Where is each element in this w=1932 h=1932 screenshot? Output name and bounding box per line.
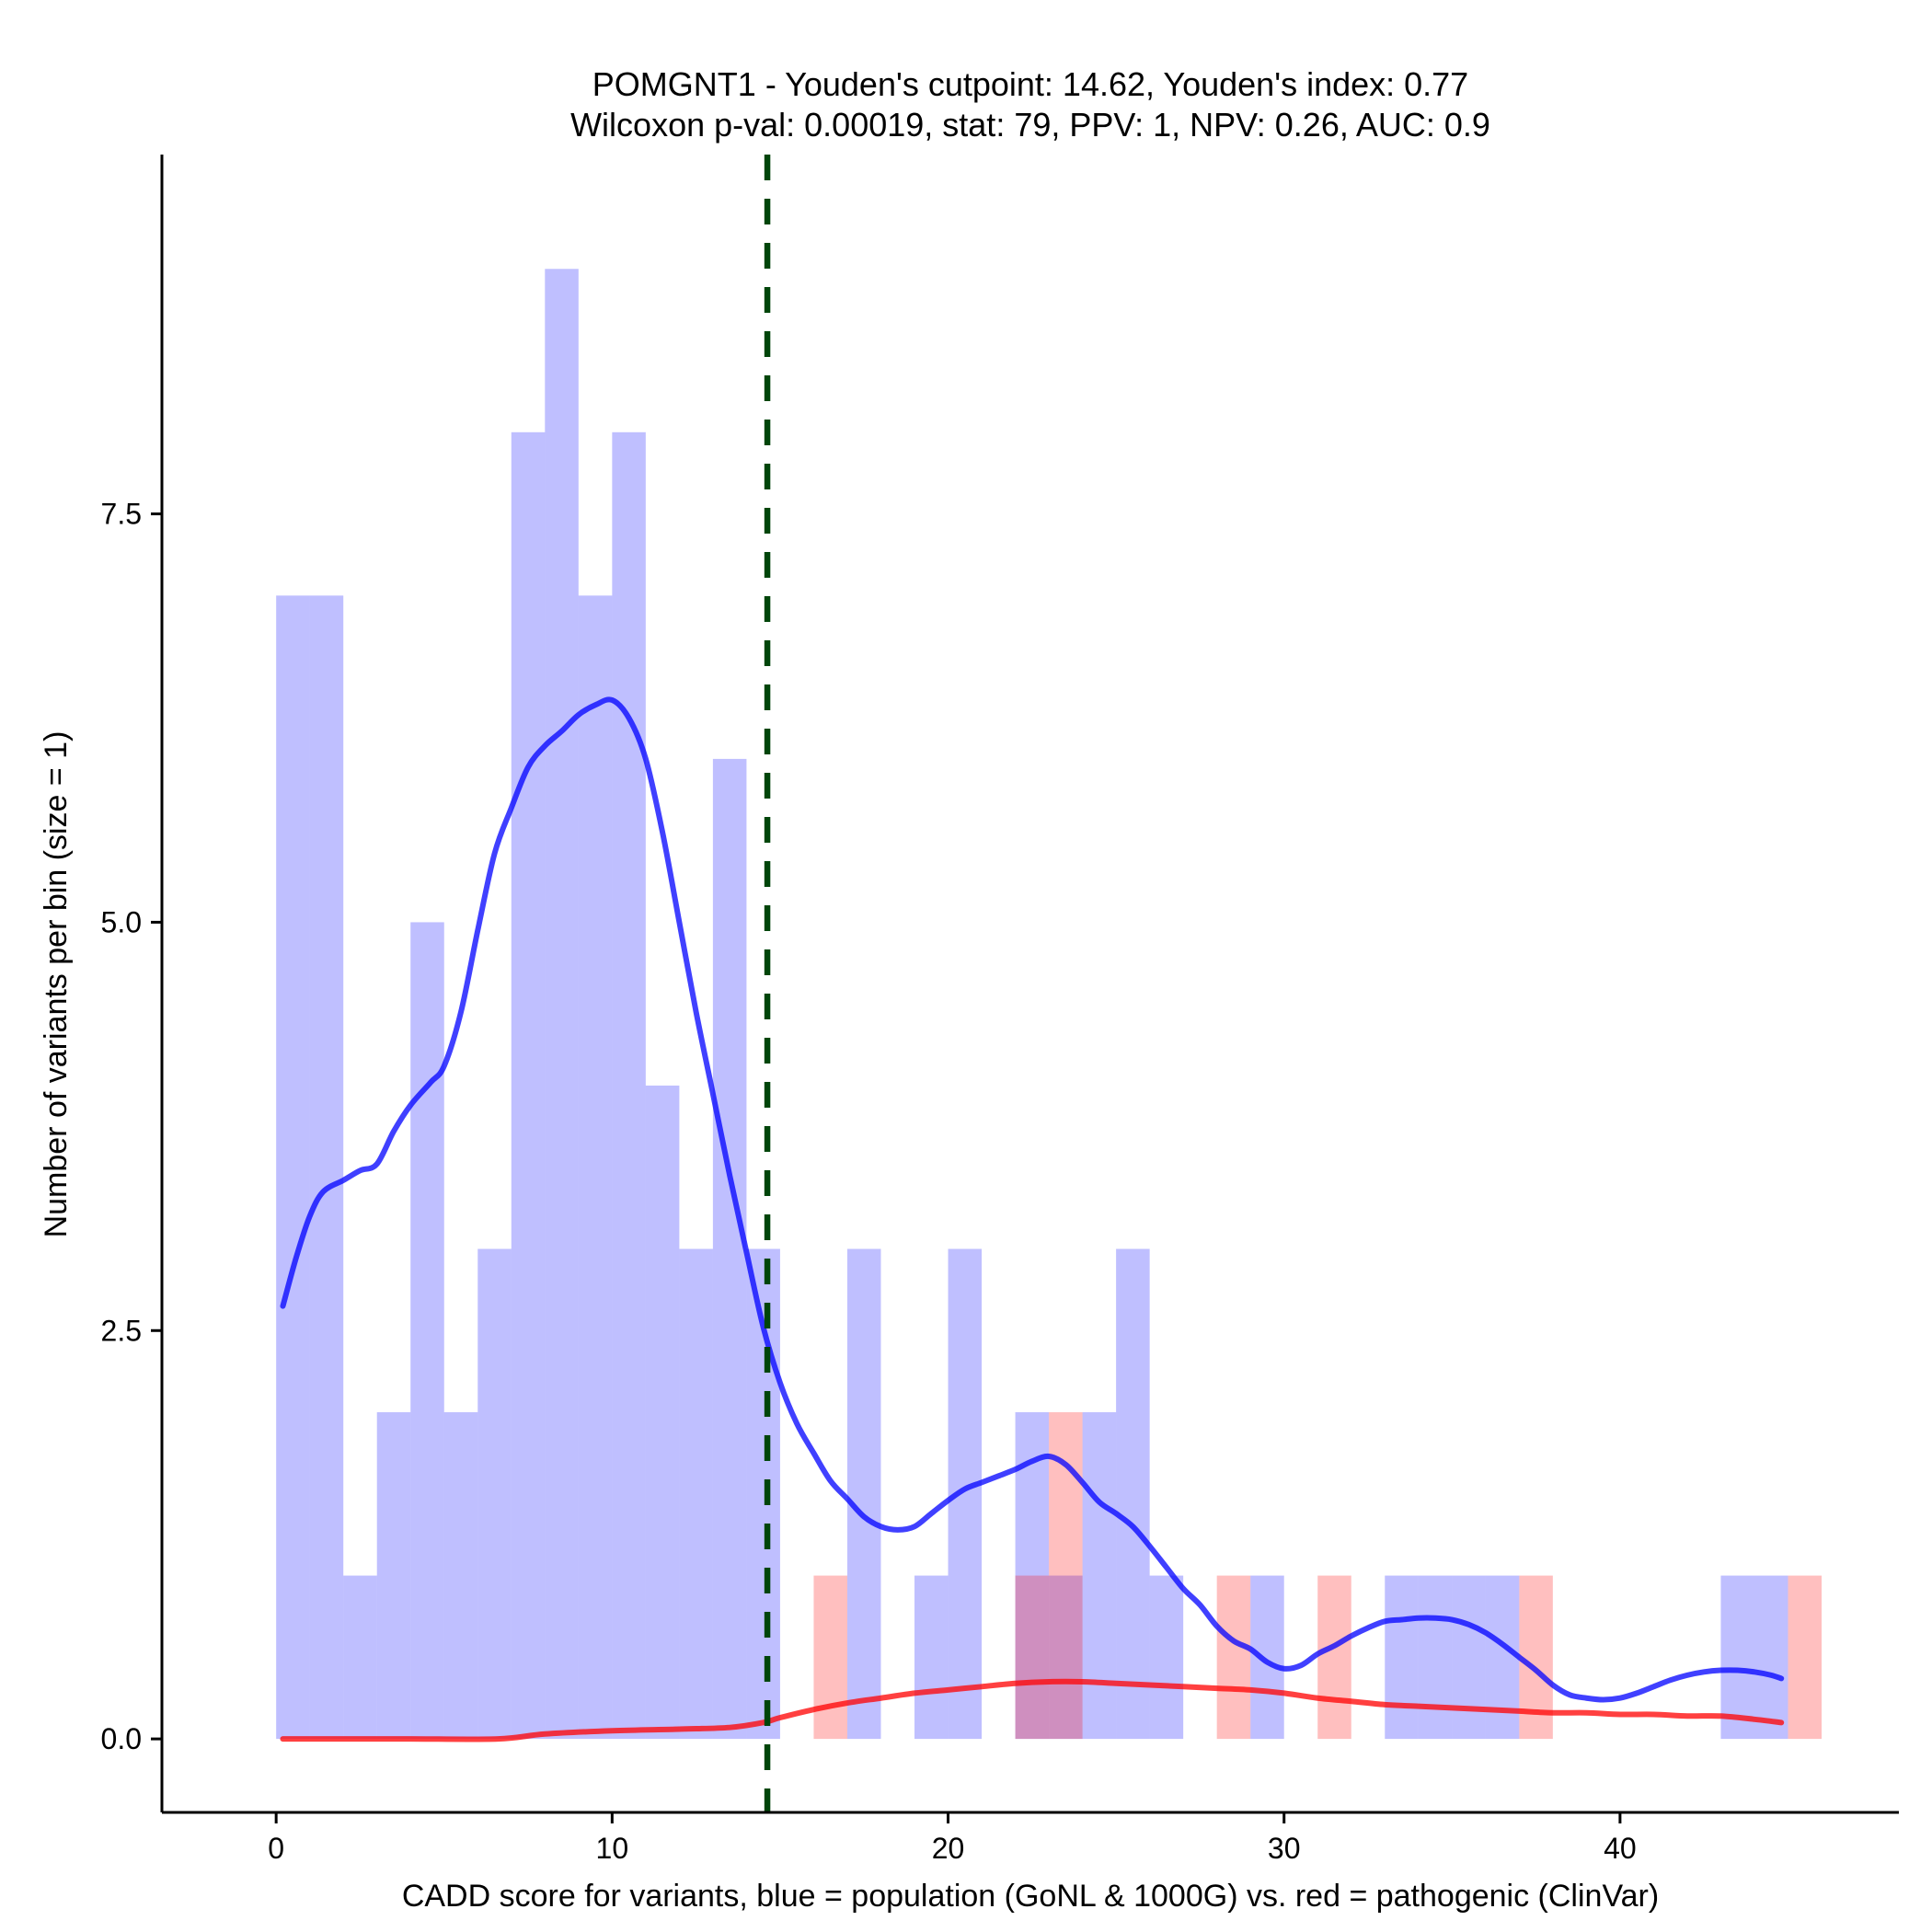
population-bar <box>545 269 579 1740</box>
axes: 0 10 20 30 40 0.0 2.5 5.0 7.5 <box>101 155 1899 1865</box>
population-bar <box>343 1575 377 1740</box>
x-tick-label: 0 <box>268 1832 284 1865</box>
y-tick-label: 2.5 <box>101 1314 142 1347</box>
population-bar <box>1754 1575 1788 1740</box>
y-tick-label: 5.0 <box>101 905 142 938</box>
population-bar <box>309 595 344 1740</box>
population-bar <box>276 595 310 1740</box>
population-bar <box>1720 1575 1754 1740</box>
x-axis-title: CADD score for variants, blue = populati… <box>402 1879 1659 1914</box>
pathogenic-bars <box>813 1412 1823 1740</box>
pathogenic-bar <box>1015 1575 1050 1740</box>
population-bar <box>645 1085 680 1740</box>
population-bar <box>1452 1575 1486 1740</box>
x-tick-label: 20 <box>932 1832 965 1865</box>
population-bar <box>1418 1575 1453 1740</box>
y-tick-label: 0.0 <box>101 1722 142 1755</box>
pathogenic-bar <box>1317 1575 1351 1740</box>
population-bar <box>1485 1575 1520 1740</box>
population-bar <box>612 431 646 1740</box>
population-density-line <box>280 696 1785 1703</box>
x-tick-label: 30 <box>1268 1832 1301 1865</box>
population-bar <box>1082 1412 1117 1740</box>
population-bar <box>679 1248 713 1740</box>
pathogenic-bar <box>813 1575 847 1740</box>
population-bar <box>376 1412 411 1740</box>
population-bar <box>477 1248 512 1740</box>
population-bars <box>276 269 1788 1740</box>
population-bar <box>1049 1575 1083 1740</box>
chart-subtitle: Wilcoxon p-val: 0.00019, stat: 79, PPV: … <box>570 106 1490 144</box>
population-bar <box>1149 1575 1184 1740</box>
population-bar <box>712 758 747 1740</box>
y-tick-label: 7.5 <box>101 498 142 531</box>
density-curves <box>280 696 1785 1742</box>
population-bar <box>443 1412 478 1740</box>
population-bar <box>1385 1575 1419 1740</box>
population-bar <box>846 1248 881 1740</box>
population-bar <box>1250 1575 1284 1740</box>
x-tick-label: 40 <box>1604 1832 1637 1865</box>
y-axis-title: Number of variants per bin (size = 1) <box>39 731 74 1238</box>
pathogenic-density-line <box>280 1678 1785 1742</box>
x-tick-label: 10 <box>596 1832 629 1865</box>
population-bar <box>578 595 613 1740</box>
population-bar <box>1116 1248 1150 1740</box>
pathogenic-bar <box>1788 1575 1823 1740</box>
pathogenic-bar <box>1216 1575 1251 1740</box>
population-bar <box>511 431 546 1740</box>
population-bar <box>410 922 444 1740</box>
population-bar <box>914 1575 949 1740</box>
chart-title: POMGNT1 - Youden's cutpoint: 14.62, Youd… <box>592 65 1468 103</box>
